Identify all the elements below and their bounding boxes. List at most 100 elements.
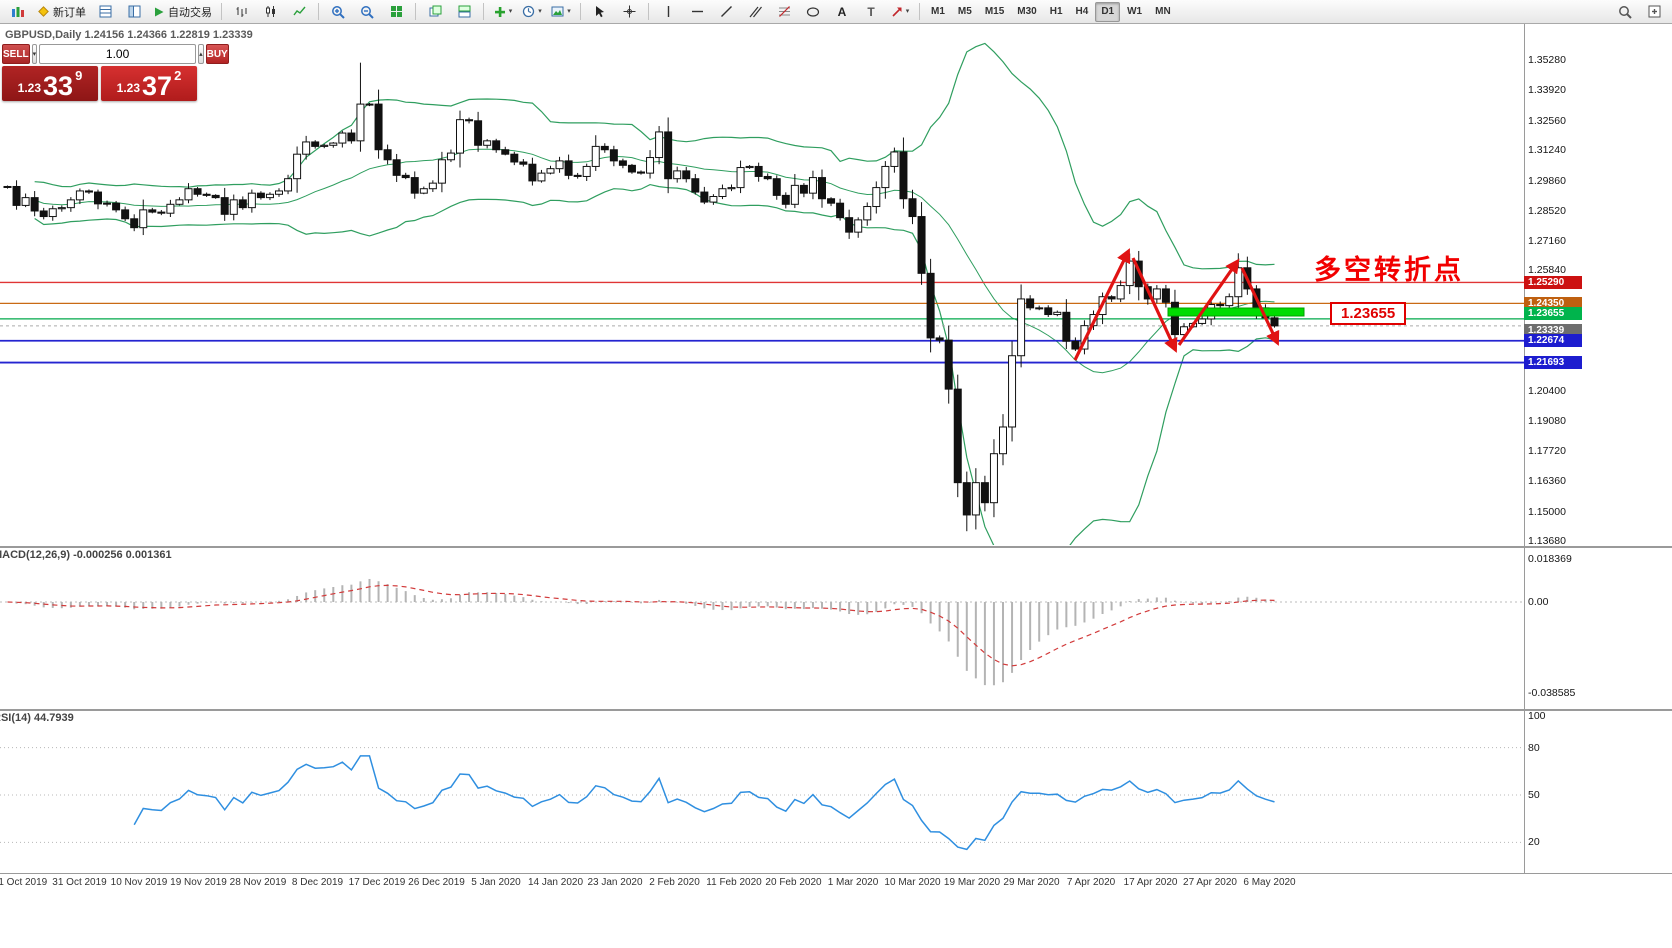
- sell-price-sup: 9: [75, 68, 83, 83]
- sell-price-display[interactable]: 1.23 33 9: [2, 66, 98, 101]
- candle: [338, 132, 347, 144]
- buy-button[interactable]: BUY: [205, 44, 229, 64]
- candle: [962, 482, 971, 516]
- autotrading-button[interactable]: 自动交易: [149, 1, 216, 23]
- candle: [1062, 311, 1071, 342]
- sell-price-prefix: 1.23: [17, 81, 42, 95]
- zoom-out-button[interactable]: [353, 1, 381, 23]
- shapes-button[interactable]: [799, 1, 827, 23]
- candle: [474, 120, 483, 146]
- text-button[interactable]: A: [837, 4, 847, 19]
- candlestick-chart-button[interactable]: [256, 1, 284, 23]
- panel-divider-macd[interactable]: [0, 546, 1672, 548]
- cursor-button[interactable]: [586, 1, 614, 23]
- candle: [827, 198, 836, 204]
- search-icon[interactable]: [1611, 1, 1639, 23]
- timeframe-button-d1[interactable]: D1: [1095, 1, 1121, 22]
- timeframe-button-m30[interactable]: M30: [1017, 5, 1037, 17]
- candle: [483, 140, 492, 146]
- chevron-down-icon: ▾: [538, 8, 542, 15]
- line-chart-button[interactable]: [285, 1, 313, 23]
- candle: [818, 177, 826, 200]
- candle: [383, 149, 392, 161]
- new-order-button[interactable]: 新订单: [33, 1, 90, 23]
- candle: [419, 188, 428, 194]
- timeframe-button-mn[interactable]: MN: [1155, 5, 1171, 17]
- buy-price-display[interactable]: 1.23 37 2: [101, 66, 197, 101]
- candle: [456, 119, 464, 154]
- candle: [465, 119, 474, 122]
- chart-window-icon[interactable]: [4, 1, 32, 23]
- candle: [84, 190, 93, 193]
- candle: [845, 217, 854, 233]
- vertical-line-button[interactable]: [654, 1, 682, 23]
- cascade-windows-button[interactable]: [421, 1, 449, 23]
- candle: [836, 202, 845, 219]
- periods-button[interactable]: ▾: [518, 1, 546, 23]
- candle: [39, 210, 48, 218]
- timeframe-button-h1[interactable]: H1: [1049, 5, 1063, 17]
- candle: [1152, 288, 1161, 300]
- new-window-icon[interactable]: [1640, 1, 1668, 23]
- main-panel: [0, 42, 1524, 545]
- candle: [609, 149, 618, 162]
- candle: [591, 145, 600, 167]
- candle: [3, 185, 12, 188]
- candle: [392, 159, 401, 176]
- toolbar-separator: [919, 3, 920, 20]
- candle: [691, 178, 700, 193]
- candle: [808, 177, 817, 194]
- support-highlight-bar[interactable]: [1167, 307, 1305, 317]
- candle: [1035, 307, 1044, 310]
- label-button[interactable]: T: [867, 4, 875, 19]
- candle: [1225, 296, 1234, 307]
- fibonacci-button[interactable]: [770, 1, 798, 23]
- navigator-icon[interactable]: [120, 1, 148, 23]
- candle: [1053, 311, 1062, 316]
- volume-input[interactable]: [39, 44, 197, 64]
- candle: [881, 165, 890, 189]
- crosshair-button[interactable]: [615, 1, 643, 23]
- candle: [781, 194, 790, 205]
- zoom-in-button[interactable]: [324, 1, 352, 23]
- bar-chart-button[interactable]: [227, 1, 255, 23]
- candle: [211, 194, 220, 199]
- tile-windows-button[interactable]: [382, 1, 410, 23]
- templates-button[interactable]: ▾: [547, 1, 575, 23]
- arrange-windows-button[interactable]: [450, 1, 478, 23]
- timeframe-button-m15[interactable]: M15: [984, 5, 1005, 17]
- candle: [130, 218, 139, 229]
- candle: [1008, 355, 1017, 428]
- rsi-label: RSI(14) 44.7939: [0, 712, 74, 724]
- panel-divider-rsi[interactable]: [0, 709, 1672, 711]
- toolbar: 新订单 自动交易 ▾ ▾ ▾: [0, 0, 1672, 24]
- trendline-button[interactable]: [712, 1, 740, 23]
- sell-button[interactable]: SELL: [2, 44, 30, 64]
- candle: [736, 167, 745, 189]
- trend-arrow[interactable]: [1240, 267, 1280, 346]
- candle: [401, 174, 410, 179]
- trend-arrow[interactable]: [1131, 257, 1178, 353]
- trend-arrow[interactable]: [1073, 248, 1131, 361]
- trend-arrow[interactable]: [1177, 258, 1240, 346]
- channel-button[interactable]: [741, 1, 769, 23]
- volume-increase-button[interactable]: ▴: [198, 44, 204, 64]
- candle: [754, 165, 763, 177]
- timeframe-button-h4[interactable]: H4: [1075, 5, 1089, 17]
- timeframe-button-m5[interactable]: M5: [957, 5, 972, 17]
- candle: [582, 165, 591, 177]
- arrows-button[interactable]: ▾: [886, 1, 914, 23]
- market-watch-icon[interactable]: [91, 1, 119, 23]
- candle: [1170, 301, 1179, 336]
- candle: [664, 131, 673, 180]
- volume-decrease-button[interactable]: ▾: [31, 44, 38, 64]
- candle: [917, 216, 926, 274]
- timeframe-button-w1[interactable]: W1: [1127, 5, 1143, 17]
- candle: [284, 178, 293, 192]
- candle: [166, 203, 175, 214]
- horizontal-line-button[interactable]: [683, 1, 711, 23]
- indicators-button[interactable]: ▾: [489, 1, 517, 23]
- candle: [637, 171, 645, 174]
- timeframe-button-m1[interactable]: M1: [931, 5, 945, 17]
